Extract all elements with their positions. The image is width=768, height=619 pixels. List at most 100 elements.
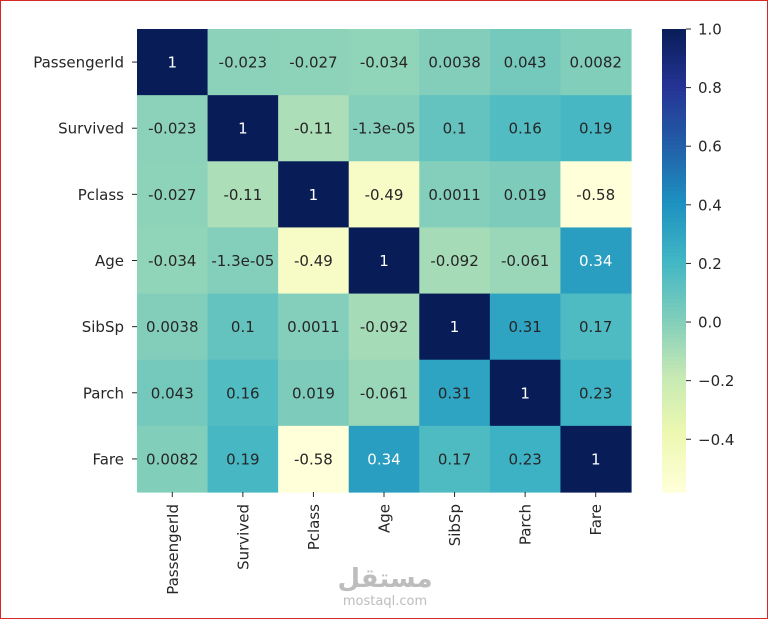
colorbar-segment <box>662 206 686 211</box>
cell-annotation: 0.0038 <box>146 318 199 336</box>
colorbar-segment <box>662 121 686 127</box>
cell-annotation: 1 <box>379 252 389 270</box>
cell-annotation: -0.061 <box>360 384 408 402</box>
cell-annotation: -1.3e-05 <box>211 252 274 270</box>
cell-annotation: 1 <box>450 318 460 336</box>
colorbar-segment <box>662 256 686 262</box>
colorbar-tick-label: 0.2 <box>698 255 722 273</box>
y-tick-label: Survived <box>58 120 124 138</box>
cell-annotation: 0.043 <box>504 54 547 72</box>
heatmap-cell <box>348 161 420 229</box>
heatmap-cell <box>489 359 562 427</box>
cell-annotation: 1 <box>309 186 319 204</box>
x-tick-label: PassengerId <box>164 504 182 595</box>
heatmap-cell <box>419 425 491 493</box>
colorbar-segment <box>662 457 686 462</box>
heatmap-cell <box>137 161 209 229</box>
heatmap-cell <box>489 227 562 295</box>
colorbar-segment <box>662 430 686 435</box>
heatmap-cell <box>137 29 209 96</box>
cell-annotation: 0.1 <box>443 120 467 138</box>
colorbar-segment <box>662 414 686 420</box>
cell-annotation: -0.49 <box>365 186 404 204</box>
cell-annotation: 0.34 <box>579 252 612 270</box>
cell-annotation: -0.49 <box>294 252 333 270</box>
cell-annotation: -0.023 <box>219 54 267 72</box>
colorbar-tick-label: 0.6 <box>698 138 722 156</box>
colorbar-segment <box>662 218 686 223</box>
colorbar-segment <box>662 233 686 238</box>
heatmap-cell <box>137 95 209 162</box>
colorbar-segment <box>662 376 686 381</box>
cell-annotation: 0.17 <box>438 450 471 468</box>
colorbar-segment <box>662 210 686 215</box>
colorbar-segment <box>662 148 686 154</box>
heatmap-cell <box>348 359 420 427</box>
colorbar-segment <box>662 380 686 385</box>
colorbar-segment <box>662 83 686 88</box>
heatmap-cell <box>419 29 491 96</box>
colorbar-segment <box>662 322 686 327</box>
x-tick-label: Age <box>376 504 394 533</box>
heatmap-cell <box>137 359 209 427</box>
cell-annotation: -0.034 <box>360 54 408 72</box>
heatmap-cell <box>348 425 420 493</box>
colorbar-segment <box>662 283 686 289</box>
colorbar-segment <box>662 480 686 485</box>
colorbar-segment <box>662 353 686 358</box>
colorbar-segment <box>662 445 686 451</box>
colorbar-segment <box>662 75 686 80</box>
colorbar-segment <box>662 372 686 377</box>
colorbar-segment <box>662 175 686 181</box>
colorbar-segment <box>662 225 686 231</box>
heatmap-cell <box>419 161 491 229</box>
cell-annotation: 0.0082 <box>146 450 199 468</box>
x-tick-label: Fare <box>587 504 605 536</box>
colorbar-segment <box>662 179 686 184</box>
heatmap-cell <box>489 29 562 96</box>
cell-annotation: 0.34 <box>367 450 400 468</box>
watermark-arabic: مستقل <box>337 564 432 594</box>
cell-annotation: -0.58 <box>576 186 615 204</box>
heatmap-cells: 1 -0.023 -0.027 -0.034 0.0038 0.043 0.0082 -0.0… <box>137 29 632 493</box>
colorbar-segment <box>662 387 686 393</box>
colorbar-segment <box>662 133 686 138</box>
heatmap-cell <box>560 227 632 295</box>
colorbar-segment <box>662 198 686 204</box>
cell-annotation: 0.31 <box>508 318 541 336</box>
colorbar-segment <box>662 40 686 46</box>
colorbar-segment <box>662 484 686 489</box>
colorbar-segment <box>662 310 686 316</box>
colorbar-segment <box>662 94 686 100</box>
colorbar-segment <box>662 264 686 269</box>
cell-annotation: 0.17 <box>579 318 612 336</box>
heatmap-cell <box>137 293 209 361</box>
colorbar-segment <box>662 333 686 339</box>
colorbar-segment <box>662 422 686 428</box>
cell-annotation: 0.16 <box>508 120 541 138</box>
colorbar-segment <box>662 345 686 350</box>
heatmap-cell <box>137 425 209 493</box>
heatmap-cell <box>348 29 420 96</box>
heatmap-cell <box>207 29 279 96</box>
colorbar-tick-label: 0.0 <box>698 314 722 332</box>
cell-annotation: 1 <box>520 384 530 402</box>
colorbar-segment <box>662 214 686 219</box>
heatmap-cell <box>348 293 420 361</box>
y-tick-label: SibSp <box>82 318 124 336</box>
colorbar-segment <box>662 241 686 246</box>
colorbar-segment <box>662 341 686 346</box>
colorbar: 1.0 0.8 0.6 0.4 0.2 0.0 −0.2 −0.4 <box>662 21 734 493</box>
colorbar-tick-label: −0.2 <box>698 372 734 390</box>
heatmap-cell <box>419 293 491 361</box>
colorbar-segment <box>662 299 686 304</box>
heatmap-cell <box>560 359 632 427</box>
colorbar-segment <box>662 441 686 447</box>
heatmap-cell <box>278 95 350 162</box>
colorbar-segment <box>662 329 686 335</box>
x-tick-label: Survived <box>234 504 252 570</box>
watermark: مستقل mostaql.com <box>337 564 432 609</box>
colorbar-segment <box>662 461 686 466</box>
cell-annotation: 0.0011 <box>428 186 481 204</box>
